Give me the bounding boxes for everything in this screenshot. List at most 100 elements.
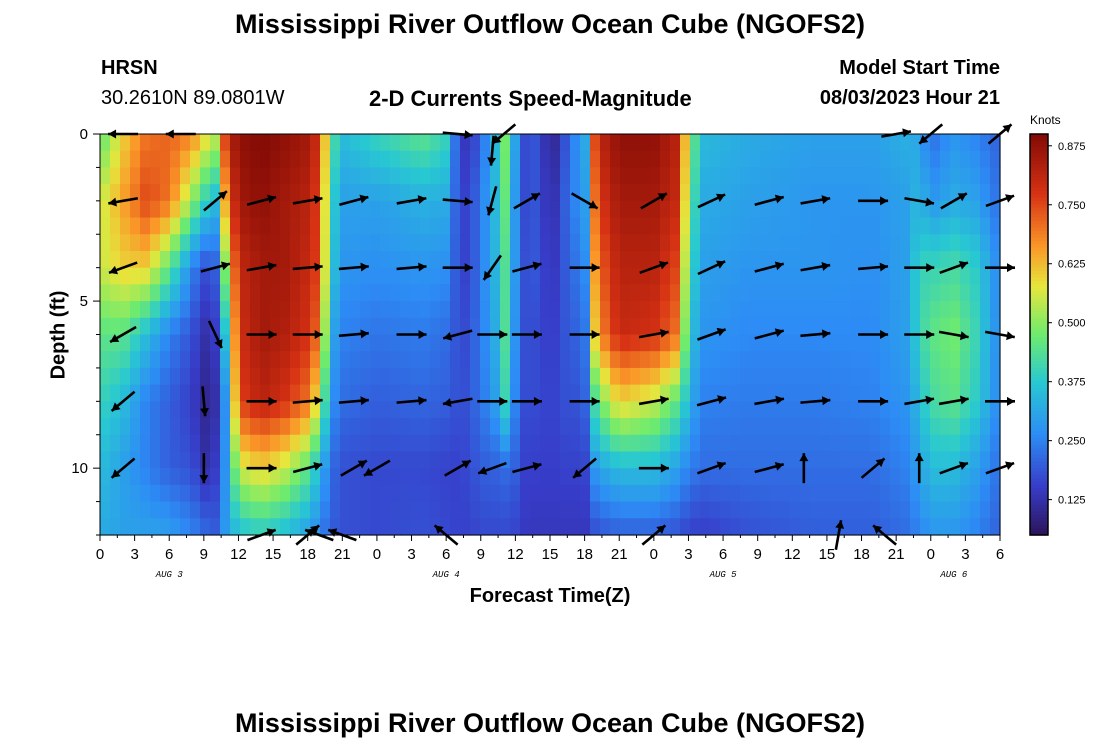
- heatmap-cell: [320, 184, 331, 202]
- heatmap-cell: [640, 334, 651, 352]
- heatmap-cell: [990, 484, 1001, 503]
- heatmap-cell: [190, 150, 201, 169]
- x-tick-label: 15: [819, 546, 836, 563]
- heatmap-cell: [870, 200, 881, 219]
- current-vector: [696, 327, 727, 341]
- heatmap-cell: [340, 317, 351, 336]
- current-vector: [246, 262, 277, 272]
- heatmap-cell: [580, 167, 591, 185]
- heatmap-cell: [700, 267, 711, 285]
- heatmap-cell: [430, 284, 441, 302]
- heatmap-cell: [560, 301, 571, 319]
- heatmap-cell: [770, 234, 781, 252]
- heatmap-cell: [710, 384, 721, 402]
- heatmap-cell: [530, 267, 541, 285]
- heatmap-cell: [430, 184, 441, 202]
- heatmap-cell: [470, 250, 481, 269]
- heatmap-cell: [510, 150, 521, 169]
- heatmap-cell: [920, 200, 931, 219]
- heatmap-cell: [940, 418, 951, 436]
- heatmap-cell: [270, 434, 281, 453]
- heatmap-cell: [270, 484, 281, 503]
- heatmap-cell: [350, 484, 361, 503]
- heatmap-cell: [960, 284, 971, 302]
- heatmap-cell: [860, 134, 871, 152]
- heatmap-cell: [490, 518, 501, 536]
- heatmap-cell: [540, 501, 551, 519]
- current-vector: [696, 395, 727, 407]
- heatmap-cell: [790, 267, 801, 285]
- heatmap-cell: [220, 134, 231, 152]
- heatmap-cell: [410, 501, 421, 519]
- heatmap-cell: [280, 384, 291, 402]
- heatmap-cell: [220, 334, 231, 352]
- heatmap-cell: [340, 217, 351, 235]
- heatmap-cell: [850, 367, 861, 386]
- heatmap-cell: [120, 484, 131, 503]
- heatmap-cell: [850, 401, 861, 419]
- heatmap-cell: [870, 367, 881, 386]
- heatmap-cell: [300, 401, 311, 419]
- heatmap-cell: [840, 468, 851, 486]
- heatmap-cell: [690, 334, 701, 352]
- heatmap-cell: [160, 284, 171, 302]
- heatmap-cell: [910, 184, 921, 202]
- heatmap-cell: [410, 317, 421, 336]
- heatmap-cell: [430, 384, 441, 402]
- heatmap-cell: [340, 134, 351, 152]
- heatmap-cell: [360, 418, 371, 436]
- heatmap-cell: [800, 418, 811, 436]
- heatmap-cell: [720, 518, 731, 536]
- heatmap-cell: [840, 501, 851, 519]
- heatmap-cell: [950, 384, 961, 402]
- heatmap-cell: [140, 184, 151, 202]
- heatmap-cell: [870, 184, 881, 202]
- heatmap-cell: [690, 200, 701, 219]
- heatmap-cell: [980, 150, 991, 169]
- heatmap-cell: [470, 234, 481, 252]
- heatmap-cell: [520, 200, 531, 219]
- heatmap-cell: [500, 301, 511, 319]
- heatmap-cell: [510, 234, 521, 252]
- current-vector: [477, 461, 507, 475]
- heatmap-cell: [180, 317, 191, 336]
- heatmap-cell: [810, 484, 821, 503]
- heatmap-cell: [700, 418, 711, 436]
- heatmap-cell: [860, 250, 871, 269]
- heatmap-cell: [820, 317, 831, 336]
- heatmap-cell: [160, 184, 171, 202]
- heatmap-cell: [220, 317, 231, 336]
- heatmap-cell: [530, 234, 541, 252]
- heatmap-cell: [970, 200, 981, 219]
- heatmap-cell: [440, 167, 451, 185]
- heatmap-cell: [570, 284, 581, 302]
- heatmap-cell: [800, 484, 811, 503]
- heatmap-cell: [400, 401, 411, 419]
- heatmap-cell: [580, 468, 591, 486]
- heatmap-cell: [550, 501, 561, 519]
- heatmap-cell: [760, 451, 771, 469]
- heatmap-cell: [860, 484, 871, 503]
- heatmap-cell: [140, 334, 151, 352]
- heatmap-cell: [660, 284, 671, 302]
- heatmap-cell: [730, 351, 741, 369]
- heatmap-cell: [140, 468, 151, 486]
- heatmap-cell: [220, 468, 231, 486]
- heatmap-cell: [760, 468, 771, 486]
- heatmap-cell: [530, 284, 541, 302]
- heatmap-cell: [890, 134, 901, 152]
- heatmap-cell: [770, 351, 781, 369]
- heatmap-cell: [860, 217, 871, 235]
- heatmap-cell: [490, 234, 501, 252]
- heatmap-cell: [800, 317, 811, 336]
- heatmap-cell: [790, 351, 801, 369]
- heatmap-cell: [310, 351, 321, 369]
- current-vector: [697, 193, 726, 209]
- heatmap-cell: [110, 334, 121, 352]
- heatmap-cell: [990, 317, 1001, 336]
- heatmap-cell: [980, 518, 991, 536]
- heatmap-cell: [540, 234, 551, 252]
- heatmap-cell: [470, 401, 481, 419]
